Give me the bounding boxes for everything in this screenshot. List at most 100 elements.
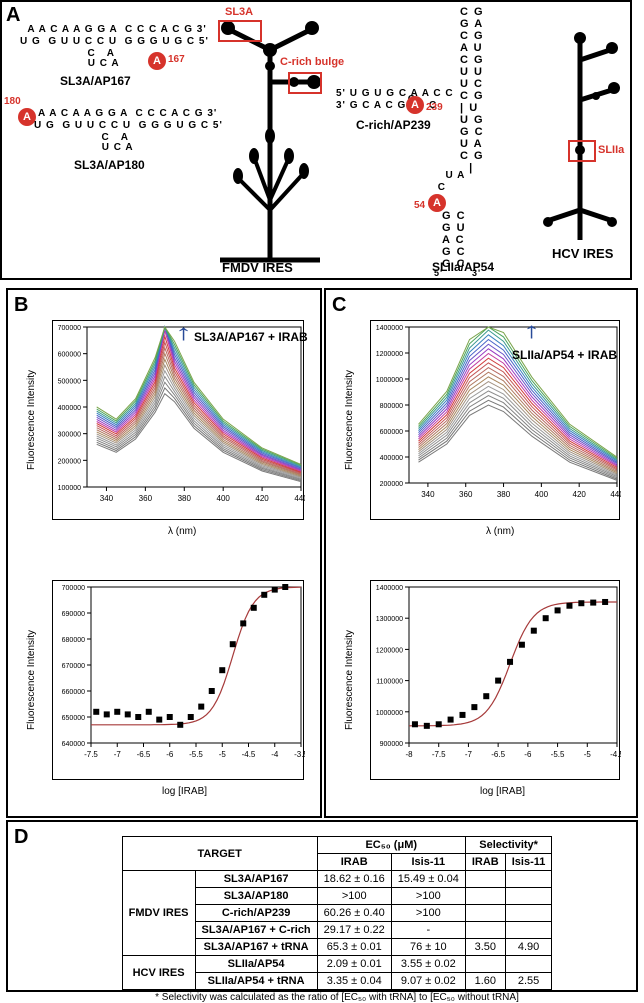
ap239-dot: A bbox=[406, 96, 424, 114]
svg-text:900000: 900000 bbox=[380, 741, 403, 748]
svg-text:690000: 690000 bbox=[62, 611, 85, 618]
panel-c-label: C bbox=[332, 294, 346, 317]
svg-text:-7: -7 bbox=[465, 750, 473, 759]
hcv-ires-cartoon bbox=[540, 20, 620, 250]
seq-sl3a-bot: U G G U U C C U G G G U G C 5' bbox=[20, 36, 209, 47]
hcv-c: C bbox=[434, 182, 446, 193]
sl3a-ap180-label: SL3A/AP180 bbox=[74, 158, 145, 172]
seq-sl3a2-top: A A C A A G G A C C C A C G 3' bbox=[38, 108, 217, 119]
fmdv-ires-cartoon bbox=[210, 10, 330, 270]
svg-text:420: 420 bbox=[573, 490, 587, 499]
panel-a-label: A bbox=[6, 4, 20, 27]
arrowB-text: SL3A/AP167 + IRAB bbox=[194, 330, 308, 344]
hcv-seq: C G G A C G A U C G U U U C C G | U U G … bbox=[460, 6, 483, 174]
svg-text:600000: 600000 bbox=[58, 352, 81, 359]
chartC-bot-frame: -8-7.5-7-6.5-6-5.5-5-4.59000001000000110… bbox=[370, 580, 620, 780]
arrowC-icon: ↑ bbox=[523, 318, 541, 344]
svg-text:1400000: 1400000 bbox=[376, 325, 403, 332]
svg-text:300000: 300000 bbox=[58, 432, 81, 439]
chartC-bot-ylabel: Fluorescence Intensity bbox=[344, 630, 355, 730]
svg-text:680000: 680000 bbox=[62, 637, 85, 644]
svg-text:1400000: 1400000 bbox=[376, 585, 403, 592]
chartB-top-svg: 3403603804004204401000002000003000004000… bbox=[53, 321, 305, 521]
svg-text:380: 380 bbox=[497, 490, 511, 499]
chartB-top-ylabel: Fluorescence Intensity bbox=[26, 370, 37, 470]
svg-text:1200000: 1200000 bbox=[376, 647, 403, 654]
svg-text:420: 420 bbox=[255, 494, 269, 503]
crich-redlabel: C-rich bulge bbox=[280, 56, 344, 68]
svg-text:500000: 500000 bbox=[58, 378, 81, 385]
crich-ap239-label: C-rich/AP239 bbox=[356, 118, 431, 132]
crich-redbox bbox=[288, 72, 322, 94]
ap239-num: 239 bbox=[426, 102, 443, 113]
svg-text:-6: -6 bbox=[524, 750, 532, 759]
svg-text:-4: -4 bbox=[271, 750, 279, 759]
svg-text:1000000: 1000000 bbox=[376, 710, 403, 717]
svg-text:400: 400 bbox=[217, 494, 231, 503]
svg-text:650000: 650000 bbox=[62, 715, 85, 722]
svg-text:200000: 200000 bbox=[380, 481, 403, 488]
svg-text:-7: -7 bbox=[114, 750, 122, 759]
chartB-top-xlabel: λ (nm) bbox=[168, 526, 196, 537]
svg-text:660000: 660000 bbox=[62, 689, 85, 696]
svg-text:400000: 400000 bbox=[380, 455, 403, 462]
panel-b: B 34036038040042044010000020000030000040… bbox=[6, 288, 322, 818]
ap167-num: 167 bbox=[168, 54, 185, 65]
sl3a-redbox bbox=[218, 20, 262, 42]
svg-text:400: 400 bbox=[535, 490, 549, 499]
svg-text:800000: 800000 bbox=[380, 403, 403, 410]
svg-text:360: 360 bbox=[139, 494, 153, 503]
svg-text:1300000: 1300000 bbox=[376, 616, 403, 623]
chartB-bot-frame: -7.5-7-6.5-6-5.5-5-4.5-4-3.5640000650000… bbox=[52, 580, 304, 780]
arrowC-text: SLIIa/AP54 + IRAB bbox=[512, 348, 617, 362]
seq-sl3a-stub2: U C A bbox=[50, 58, 120, 69]
sl3a-redlabel: SL3A bbox=[225, 6, 253, 18]
svg-text:100000: 100000 bbox=[58, 485, 81, 492]
svg-text:700000: 700000 bbox=[58, 325, 81, 332]
panel-d: D TARGETEC₅₀ (μM)Selectivity*IRABIsis-11… bbox=[6, 820, 638, 992]
svg-text:640000: 640000 bbox=[62, 741, 85, 748]
results-table: TARGETEC₅₀ (μM)Selectivity*IRABIsis-11IR… bbox=[122, 836, 553, 990]
svg-text:-5.5: -5.5 bbox=[189, 750, 203, 759]
svg-text:700000: 700000 bbox=[62, 585, 85, 592]
sliia-redbox bbox=[568, 140, 596, 162]
seq-sl3a2-bot: U G G U U C C U G G G U G C 5' bbox=[34, 120, 223, 131]
svg-text:-3.5: -3.5 bbox=[294, 750, 305, 759]
seq-sl3a-top: A A C A A G G A C C C A C G 3' bbox=[24, 24, 207, 35]
svg-text:-4.5: -4.5 bbox=[610, 750, 621, 759]
svg-text:340: 340 bbox=[421, 490, 435, 499]
chartB-top-frame: 3403603804004204401000002000003000004000… bbox=[52, 320, 304, 520]
svg-text:1100000: 1100000 bbox=[376, 679, 403, 686]
ap54-num: 54 bbox=[414, 200, 425, 211]
svg-text:440: 440 bbox=[610, 490, 621, 499]
panel-a: A A A C A A G G A C C C A C G 3' U G G U… bbox=[0, 0, 632, 280]
svg-text:1000000: 1000000 bbox=[376, 377, 403, 384]
hcv-ires-label: HCV IRES bbox=[552, 246, 613, 261]
svg-text:360: 360 bbox=[459, 490, 473, 499]
panel-b-label: B bbox=[14, 294, 28, 317]
seq-sl3a2-stub2: U C A bbox=[64, 142, 134, 153]
fmdv-ires-label: FMDV IRES bbox=[222, 260, 293, 275]
ap180-num: 180 bbox=[4, 96, 21, 107]
sl3a-ap167-label: SL3A/AP167 bbox=[60, 74, 131, 88]
svg-text:-5: -5 bbox=[219, 750, 227, 759]
chartC-top-ylabel: Fluorescence Intensity bbox=[344, 370, 355, 470]
chartC-top-xlabel: λ (nm) bbox=[486, 526, 514, 537]
chartB-bot-svg: -7.5-7-6.5-6-5.5-5-4.5-4-3.5640000650000… bbox=[53, 581, 305, 781]
chartB-bot-ylabel: Fluorescence Intensity bbox=[26, 630, 37, 730]
svg-text:1200000: 1200000 bbox=[376, 351, 403, 358]
ap167-dot: A bbox=[148, 52, 166, 70]
svg-text:-4.5: -4.5 bbox=[242, 750, 256, 759]
svg-text:-7.5: -7.5 bbox=[432, 750, 446, 759]
svg-text:-5.5: -5.5 bbox=[551, 750, 565, 759]
sliia-redlabel: SLIIa bbox=[598, 144, 624, 156]
svg-text:380: 380 bbox=[178, 494, 192, 503]
chartB-bot-xlabel: log [IRAB] bbox=[162, 786, 207, 797]
svg-text:340: 340 bbox=[100, 494, 114, 503]
figure: A A A C A A G G A C C C A C G 3' U G G U… bbox=[0, 0, 644, 1001]
panel-c: C 340 360 380 400 420 440 200000 400000 600000 80… bbox=[324, 288, 638, 818]
sliia-ap54-lbl2: SLIIa/AP54 bbox=[432, 260, 494, 274]
svg-text:-6: -6 bbox=[166, 750, 174, 759]
table-wrap: TARGETEC₅₀ (μM)Selectivity*IRABIsis-11IR… bbox=[44, 828, 630, 1003]
svg-text:600000: 600000 bbox=[380, 429, 403, 436]
